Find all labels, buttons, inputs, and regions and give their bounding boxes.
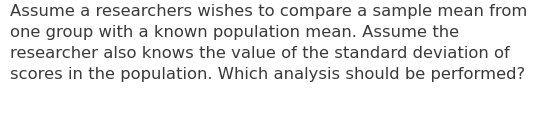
Text: Assume a researchers wishes to compare a sample mean from
one group with a known: Assume a researchers wishes to compare a… — [10, 4, 527, 82]
